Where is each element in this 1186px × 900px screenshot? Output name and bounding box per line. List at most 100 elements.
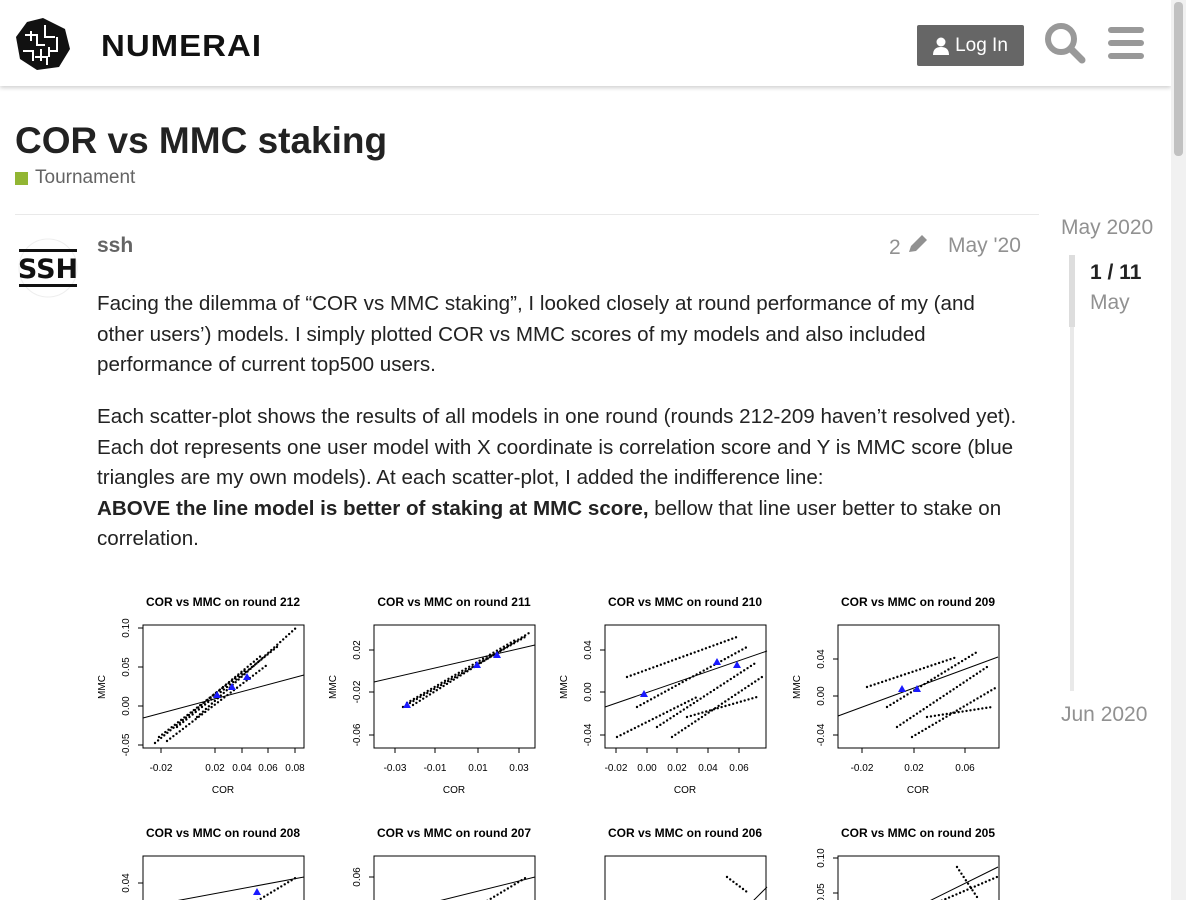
y-tick-label: 0.06 <box>352 867 363 887</box>
logo-text[interactable]: NUMERAI <box>101 28 262 63</box>
paragraph: Each scatter-plot shows the results of a… <box>97 402 1027 555</box>
scatter-cloud <box>895 665 989 729</box>
x-tick-label: -0.03 <box>384 763 407 774</box>
plot-frame <box>837 855 1000 900</box>
y-axis-label: MMC <box>559 675 570 699</box>
plot-title: COR vs MMC on round 212 <box>146 595 300 609</box>
x-tick-label: 0.03 <box>509 763 529 774</box>
plot-title: COR vs MMC on round 211 <box>377 595 531 609</box>
edit-number: 2 <box>889 236 901 259</box>
search-icon[interactable] <box>1044 22 1086 64</box>
scatter-cloud <box>625 635 739 679</box>
timeline-position: 1 / 11 <box>1090 261 1142 284</box>
plot-title: COR vs MMC on round 209 <box>841 595 995 609</box>
indifference-line <box>177 876 305 900</box>
plot-title: COR vs MMC on round 210 <box>608 595 762 609</box>
y-tick-label: 0.05 <box>121 657 132 677</box>
own-model-marker <box>243 673 251 680</box>
scatter-cloud <box>165 663 269 743</box>
plot-frame <box>837 624 1000 749</box>
plot-title: COR vs MMC on round 207 <box>377 826 531 840</box>
own-model-marker <box>713 658 721 665</box>
site-header: NUMERAI Log In <box>0 0 1171 86</box>
y-tick-label: -0.02 <box>352 680 363 703</box>
menu-icon[interactable] <box>1107 26 1145 60</box>
timeline-end[interactable]: Jun 2020 <box>1061 703 1148 726</box>
x-tick-label: -0.02 <box>605 763 628 774</box>
plot-frame <box>142 855 305 900</box>
logo-icon[interactable] <box>15 17 71 71</box>
x-axis-label: COR <box>674 785 696 796</box>
x-tick-label: 0.02 <box>904 763 924 774</box>
x-tick-label: -0.02 <box>150 763 173 774</box>
y-tick-label: -0.06 <box>352 723 363 746</box>
own-model-marker <box>640 690 648 697</box>
indifference-line <box>753 886 768 900</box>
scatter-cloud <box>725 875 749 894</box>
login-button[interactable]: Log In <box>917 25 1024 66</box>
paragraph-text: bellow that line user better to stake on… <box>97 496 1002 551</box>
scatter-cloud <box>925 705 994 719</box>
x-tick-label: -0.02 <box>851 763 874 774</box>
x-tick-label: 0.06 <box>955 763 975 774</box>
y-tick-label: 0.02 <box>352 640 363 660</box>
y-axis-label: MMC <box>792 675 803 699</box>
y-tick-label: -0.04 <box>816 723 827 746</box>
y-tick-label: 0.04 <box>121 873 132 893</box>
plot-title: COR vs MMC on round 206 <box>608 826 762 840</box>
timeline-handle[interactable] <box>1069 255 1075 327</box>
scatter-cloud <box>401 635 527 709</box>
x-tick-label: 0.02 <box>667 763 687 774</box>
x-tick-label: 0.00 <box>637 763 657 774</box>
x-tick-label: 0.06 <box>729 763 749 774</box>
scrollbar[interactable] <box>1171 0 1186 900</box>
timeline-start[interactable]: May 2020 <box>1061 216 1154 239</box>
scatter-cloud <box>685 695 759 719</box>
timeline-track <box>1070 255 1074 691</box>
y-tick-label: 0.10 <box>121 618 132 638</box>
timeline-date: May <box>1090 291 1130 314</box>
scatter-cloud <box>910 685 999 739</box>
topic-title[interactable]: COR vs MMC staking <box>15 120 388 161</box>
divider <box>15 214 1039 215</box>
indifference-line <box>604 650 768 708</box>
indifference-line <box>440 876 536 900</box>
scatter-cloud <box>615 695 699 739</box>
x-tick-label: 0.02 <box>205 763 225 774</box>
avatar[interactable]: SSH <box>18 238 78 298</box>
x-tick-label: -0.01 <box>424 763 447 774</box>
x-tick-label: 0.08 <box>285 763 305 774</box>
scatter-cloud <box>635 645 749 709</box>
scatter-cloud <box>405 637 519 705</box>
user-icon <box>933 37 950 55</box>
figure-image[interactable]: COR vs MMC on round 212 -0.02 0.02 0.04 0.06… <box>97 577 1023 900</box>
bold-text: ABOVE the line model is better of stakin… <box>97 496 649 520</box>
x-axis-label: COR <box>443 785 465 796</box>
own-model-marker <box>898 685 906 692</box>
y-tick-label: 0.00 <box>583 682 594 702</box>
post-author[interactable]: ssh <box>97 234 134 257</box>
plot-frame <box>373 624 536 749</box>
plot-title: COR vs MMC on round 205 <box>841 826 995 840</box>
x-tick-label: 0.04 <box>698 763 718 774</box>
own-model-marker <box>403 701 411 708</box>
scatter-cloud <box>940 875 999 900</box>
scatter-cloud <box>175 645 279 729</box>
y-tick-label: 0.04 <box>583 640 594 660</box>
edit-count[interactable]: 2 <box>889 234 929 260</box>
x-axis-label: COR <box>907 785 929 796</box>
plot-frame <box>142 624 305 749</box>
scatter-cloud <box>885 650 979 709</box>
x-tick-label: 0.01 <box>468 763 488 774</box>
scrollbar-thumb[interactable] <box>1174 2 1183 156</box>
scatter-cloud <box>153 653 264 745</box>
indifference-line <box>373 644 536 683</box>
svg-text:SSH: SSH <box>18 254 78 285</box>
pencil-icon <box>908 235 927 252</box>
scatter-grid: COR vs MMC on round 212 -0.02 0.02 0.04 0.06… <box>97 595 1000 900</box>
x-axis-label: COR <box>212 785 234 796</box>
post-date[interactable]: May '20 <box>948 234 1021 257</box>
category[interactable]: Tournament <box>15 167 135 189</box>
